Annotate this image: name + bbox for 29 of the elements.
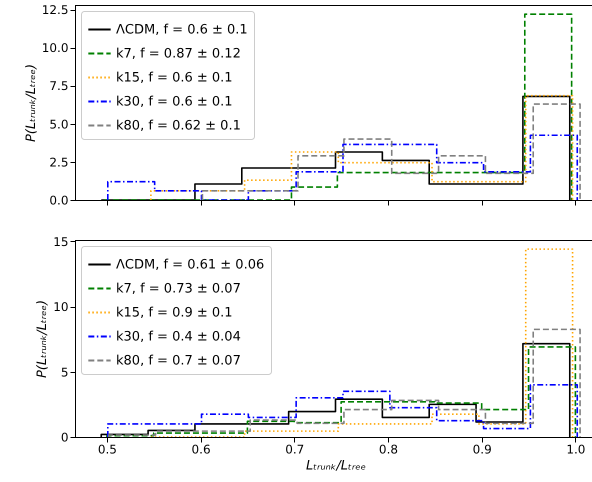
y-tick-label: 15 bbox=[53, 234, 68, 249]
legend-label: ΛCDM, f = 0.61 ± 0.06 bbox=[116, 258, 264, 272]
x-tick-label: 0.5 bbox=[98, 442, 117, 456]
y-tick-label: 10.0 bbox=[42, 41, 68, 56]
y-tick-label: 0 bbox=[60, 430, 68, 444]
y-tick-label: 7.5 bbox=[49, 79, 68, 94]
legend-label: k30, f = 0.4 ± 0.04 bbox=[116, 330, 241, 344]
y-tick-label: 0.0 bbox=[49, 194, 68, 208]
y-axis-title: P(Lₜᵣᵤₙₖ/Lₜᵣₑₑ) bbox=[24, 64, 39, 142]
x-tick-label: 0.9 bbox=[472, 442, 492, 456]
legend-label: k15, f = 0.9 ± 0.1 bbox=[116, 306, 233, 320]
x-axis-title: Lₜᵣᵤₙₖ/Lₜᵣₑₑ bbox=[306, 458, 366, 474]
legend-label: k15, f = 0.6 ± 0.1 bbox=[116, 70, 233, 86]
x-tick-label: 0.8 bbox=[378, 442, 398, 456]
legend-label: k30, f = 0.6 ± 0.1 bbox=[116, 94, 233, 110]
legend-label: k80, f = 0.7 ± 0.07 bbox=[116, 354, 241, 368]
x-tick-label: 1.0 bbox=[566, 442, 586, 456]
x-tick-label: 0.6 bbox=[192, 442, 211, 456]
legend-label: k7, f = 0.73 ± 0.07 bbox=[116, 282, 241, 296]
legend-label: ΛCDM, f = 0.6 ± 0.1 bbox=[116, 22, 248, 38]
y-tick-label: 12.5 bbox=[42, 3, 68, 18]
y-axis-title: P(Lₜᵣᵤₙₖ/Lₜᵣₑₑ) bbox=[35, 300, 50, 378]
y-tick-label: 5 bbox=[60, 365, 68, 380]
x-tick-label: 0.7 bbox=[285, 442, 304, 456]
y-tick-label: 2.5 bbox=[49, 155, 68, 170]
y-tick-label: 5.0 bbox=[49, 117, 68, 132]
legend-label: k7, f = 0.87 ± 0.12 bbox=[116, 46, 241, 62]
y-tick-label: 10 bbox=[53, 300, 68, 314]
legend-label: k80, f = 0.62 ± 0.1 bbox=[116, 118, 241, 134]
